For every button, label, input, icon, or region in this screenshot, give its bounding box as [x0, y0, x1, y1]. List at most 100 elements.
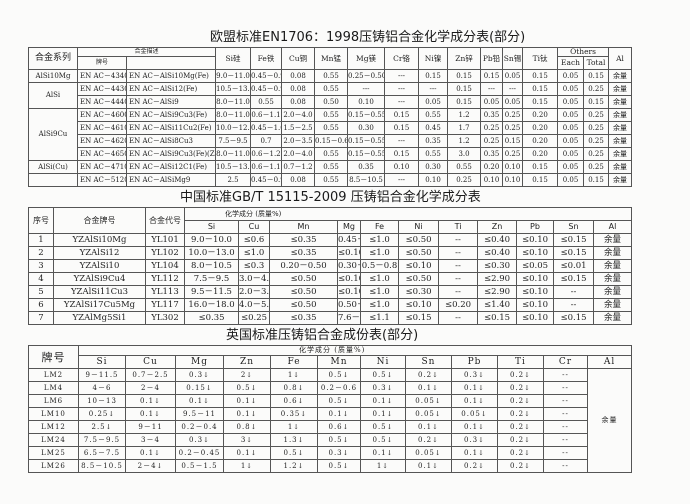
alloy-desc: EN AC－AlSi12(Fe)	[125, 82, 217, 96]
row-number: 5	[28, 285, 54, 299]
composition-cell: ≤0.15	[553, 311, 594, 325]
composition-cell: 0.5↓	[317, 394, 361, 408]
header-others: Others	[557, 47, 610, 57]
alloy-series: AlSi(Cu)	[28, 160, 78, 174]
alloy-code: EN AC－46200	[77, 134, 127, 148]
table-row: 5YZAlSi11Cu3YL1139.5－11.52.0－3.0≤0.50≤0.…	[28, 285, 633, 299]
composition-cell: 0.10	[502, 160, 524, 174]
composition-cell: ≤0.15	[398, 311, 439, 325]
composition-cell: 8.0－10.5	[184, 259, 239, 273]
composition-cell: 0.1↓	[360, 394, 406, 408]
composition-cell: 1.2	[447, 134, 482, 148]
header-fe: Fe铁	[250, 47, 283, 70]
composition-cell: 0.5－0.8	[360, 259, 399, 273]
composition-cell: 0.5↓	[360, 420, 406, 434]
composition-cell: 0.7－2.5	[125, 368, 176, 382]
composition-cell: 余量	[592, 298, 633, 312]
alloy-code: EN AC－44400	[77, 95, 127, 109]
eu-composition-table: 合金系列 合金描述 Si硅 Fe铁 Cu铜 Mn锰 Mg镁 Cr铬 Ni镍 Zn锌 Pb铅 Sn锡 Ti…	[28, 47, 633, 187]
composition-cell: 1↓	[270, 420, 318, 434]
composition-cell: --	[543, 407, 588, 421]
alloy-grade: YZAlSi10Mg	[53, 233, 146, 247]
composition-cell: 0.20	[522, 147, 559, 161]
composition-cell: 0.15	[522, 69, 559, 83]
composition-cell: 0.1↓	[405, 381, 452, 395]
composition-cell: 0.2↓	[405, 368, 452, 382]
composition-cell: ≤0.10	[516, 272, 554, 286]
composition-cell: 0.05	[480, 95, 504, 109]
alloy-desc: EN AC－AlSi11Cu2(Fe)	[125, 121, 217, 135]
composition-cell: 1.5－2.5	[281, 121, 316, 135]
alloy-grade: YZAlSi17Cu5Mg	[53, 298, 146, 312]
composition-cell: 0.55	[418, 108, 449, 122]
alloy-grade: YZAlSi11Cu3	[53, 285, 146, 299]
composition-cell: 6.5－7.5	[78, 446, 126, 460]
alloy-desc: EN AC－AlSi12C1(Fe)	[125, 160, 217, 174]
table-row: LM6 10－13 0.1↓ 0.1↓ 0.1↓ 0.6↓ 0.5↓ 0.1↓ 0.05↓ 0.1…	[28, 394, 632, 408]
composition-cell: 0.05	[557, 82, 585, 96]
alloy-grade: YZAlSi10	[53, 259, 146, 273]
composition-cell: 0.08	[281, 95, 316, 109]
composition-cell: 0.1↓	[360, 446, 406, 460]
header-cu: Cu	[238, 220, 270, 234]
composition-cell: 余量	[592, 233, 633, 247]
header-al: Al	[586, 355, 633, 369]
composition-cell: 0.1↓	[451, 381, 498, 395]
composition-cell: ≤0.50	[398, 233, 439, 247]
composition-cell: 10.0－13.0	[184, 246, 239, 260]
composition-cell: 0.6－1.1	[250, 160, 283, 174]
composition-cell: 0.1↓	[125, 446, 176, 460]
alloy-code: YL112	[145, 272, 185, 286]
composition-cell: ≤0.50	[269, 285, 338, 299]
header-total: Total	[583, 56, 610, 70]
composition-cell: 0.2－0.45	[175, 446, 224, 460]
composition-cell: 0.10	[347, 95, 386, 109]
composition-cell: 0.1↓	[223, 394, 271, 408]
composition-cell: 0.20	[480, 160, 504, 174]
composition-cell: 0.1↓	[223, 446, 271, 460]
composition-cell: ≤0.10	[398, 259, 439, 273]
alloy-code: EN AC－46000	[77, 108, 127, 122]
composition-cell: 0.15	[447, 95, 482, 109]
alloy-grade: LM4	[28, 381, 79, 395]
header-si: Si	[78, 355, 126, 369]
table-row: EN AC－46500EN AC－AlSi9Cu3(Fe)(Zn)8.0－11.…	[29, 147, 633, 161]
composition-cell: 0.2↓	[497, 368, 544, 382]
table-row: 6YZAlSi17Cu5MgYL11716.0－18.04.0－5.0≤0.50…	[28, 298, 633, 312]
composition-cell: ≤1.40	[477, 298, 517, 312]
alloy-code: EN AC－47100	[77, 160, 127, 174]
composition-cell: 2.5↓	[78, 420, 126, 434]
composition-cell: ≤0.15	[553, 246, 594, 260]
composition-cell: ≤0.15	[553, 272, 594, 286]
alloy-grade: YZAlSi9Cu4	[53, 272, 146, 286]
composition-cell: ≤0.10	[337, 246, 361, 260]
composition-cell: 0.10	[384, 160, 420, 174]
composition-cell: --	[438, 233, 478, 247]
header-no: 序号	[28, 207, 54, 234]
alloy-desc: EN AC－AlSi9Cu3(Fe)(Zn)	[125, 147, 217, 161]
composition-cell: 0.5↓	[317, 368, 361, 382]
composition-cell: 0.35	[480, 147, 504, 161]
composition-cell: 8.0－11.0	[215, 108, 252, 122]
composition-cell: 0.15	[447, 82, 482, 96]
composition-cell: 0.25－0.50	[347, 69, 386, 83]
alloy-code: YL104	[145, 259, 185, 273]
composition-cell: 2－4	[125, 381, 176, 395]
composition-cell: 0.5↓	[223, 381, 271, 395]
composition-cell: 0.55	[314, 160, 349, 174]
composition-cell: 0.15－0.55	[347, 108, 386, 122]
header-sn: Sn	[553, 220, 594, 234]
composition-cell: 0.1↓	[125, 394, 176, 408]
composition-cell: ≤0.50	[269, 298, 338, 312]
composition-cell: 0.3↓	[175, 368, 224, 382]
composition-cell: ≤1.0	[360, 246, 399, 260]
composition-cell: 0.15－0.55	[347, 134, 386, 148]
composition-cell: 0.3↓	[360, 381, 406, 395]
composition-cell: 0.25	[447, 173, 482, 187]
table-row: AlSi(Cu)EN AC－47100EN AC－AlSi12C1(Fe)10.…	[28, 160, 633, 174]
uk-composition-table: 牌号 化学成分 (质量%) Si Cu Mg Zn Fe Mn Ni Sn Pb Ti Cr Al LM…	[28, 345, 633, 473]
composition-cell: 7.5－9.5	[215, 134, 252, 148]
composition-cell: 0.05	[502, 69, 524, 83]
composition-cell: 0.8↓	[223, 420, 271, 434]
